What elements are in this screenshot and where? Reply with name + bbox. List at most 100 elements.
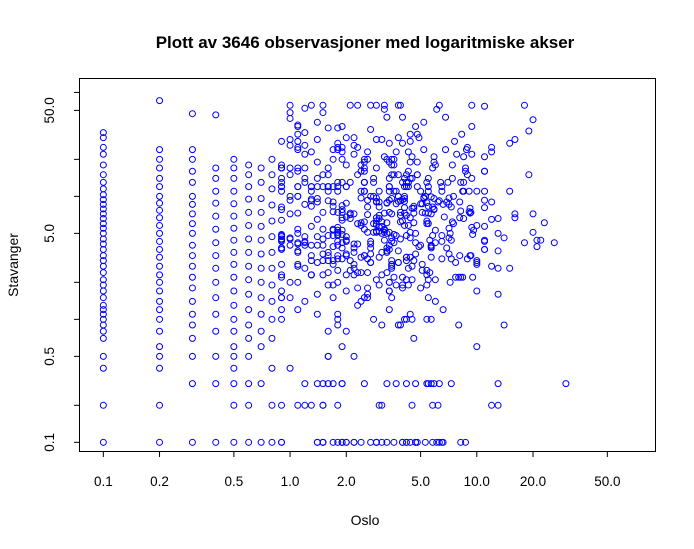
data-point [230, 236, 238, 244]
data-point [313, 198, 321, 206]
data-point [99, 240, 107, 248]
data-point [427, 241, 435, 249]
data-point [438, 232, 446, 240]
plot-frame [79, 78, 656, 452]
data-point [230, 200, 238, 208]
data-point [278, 161, 286, 169]
data-point [488, 215, 496, 223]
data-point [429, 438, 437, 446]
data-point [301, 200, 309, 208]
data-point [350, 260, 358, 268]
data-point [350, 210, 358, 218]
data-point [385, 174, 393, 182]
data-point [412, 122, 420, 130]
data-point [398, 217, 406, 225]
data-point [525, 171, 533, 179]
data-point [412, 438, 420, 446]
data-point [427, 380, 435, 388]
data-point [188, 380, 196, 388]
data-point [99, 224, 107, 232]
data-point [446, 278, 454, 286]
data-point [388, 264, 396, 272]
data-point [319, 235, 327, 243]
data-point [360, 178, 368, 186]
data-point [188, 334, 196, 342]
data-point [245, 290, 253, 298]
data-point [533, 243, 541, 251]
data-point [156, 352, 164, 360]
data-point [410, 209, 418, 217]
data-point [511, 135, 519, 143]
data-point [468, 122, 476, 130]
data-point [99, 334, 107, 342]
y-tick-label: 0.5 [42, 347, 57, 366]
data-point [156, 306, 164, 314]
data-point [488, 198, 496, 206]
data-point [469, 226, 477, 234]
data-point [230, 438, 238, 446]
data-point [385, 306, 393, 314]
data-point [367, 125, 375, 133]
data-point [360, 158, 368, 166]
data-point [286, 141, 294, 149]
data-point [406, 137, 414, 145]
data-point [156, 343, 164, 351]
data-point [188, 321, 196, 329]
data-point [319, 171, 327, 179]
data-point [481, 102, 489, 110]
data-point [188, 192, 196, 200]
data-point [99, 220, 107, 228]
data-point [286, 210, 294, 218]
data-point [334, 208, 342, 216]
data-point [456, 214, 464, 222]
data-point [334, 401, 342, 409]
data-point [307, 202, 315, 210]
data-point [99, 200, 107, 208]
data-point [421, 438, 429, 446]
data-point [420, 118, 428, 126]
data-point [367, 438, 375, 446]
data-point [268, 334, 276, 342]
data-point [188, 284, 196, 292]
data-point [334, 252, 342, 260]
data-point [278, 233, 286, 241]
data-point [398, 284, 406, 292]
y-axis: 0.1 0.5 5.0 50.0 [42, 91, 80, 452]
data-point [375, 211, 383, 219]
data-point [278, 260, 286, 268]
data-point [329, 183, 337, 191]
data-point [329, 243, 337, 251]
data-point [245, 183, 253, 191]
data-point [400, 221, 408, 229]
data-point [458, 130, 466, 138]
data-point [473, 187, 481, 195]
data-point [372, 228, 380, 236]
data-point [156, 206, 164, 214]
data-point [294, 137, 302, 145]
data-point [212, 352, 220, 360]
data-point [398, 273, 406, 281]
data-point [278, 294, 286, 302]
data-point [383, 155, 391, 163]
data-point [511, 214, 519, 222]
data-point [156, 438, 164, 446]
data-point [412, 229, 420, 237]
data-point [156, 253, 164, 261]
data-point [404, 148, 412, 156]
data-point [444, 178, 452, 186]
data-point [367, 244, 375, 252]
data-point [360, 167, 368, 175]
data-point [257, 278, 265, 286]
data-point [364, 290, 372, 298]
data-point [378, 438, 386, 446]
data-point [468, 150, 476, 158]
data-point [364, 284, 372, 292]
data-point [99, 262, 107, 270]
data-point [385, 287, 393, 295]
data-point [156, 214, 164, 222]
data-point [404, 264, 412, 272]
data-point [324, 327, 332, 335]
data-point [364, 203, 372, 211]
data-point [99, 315, 107, 323]
data-point [481, 245, 489, 253]
